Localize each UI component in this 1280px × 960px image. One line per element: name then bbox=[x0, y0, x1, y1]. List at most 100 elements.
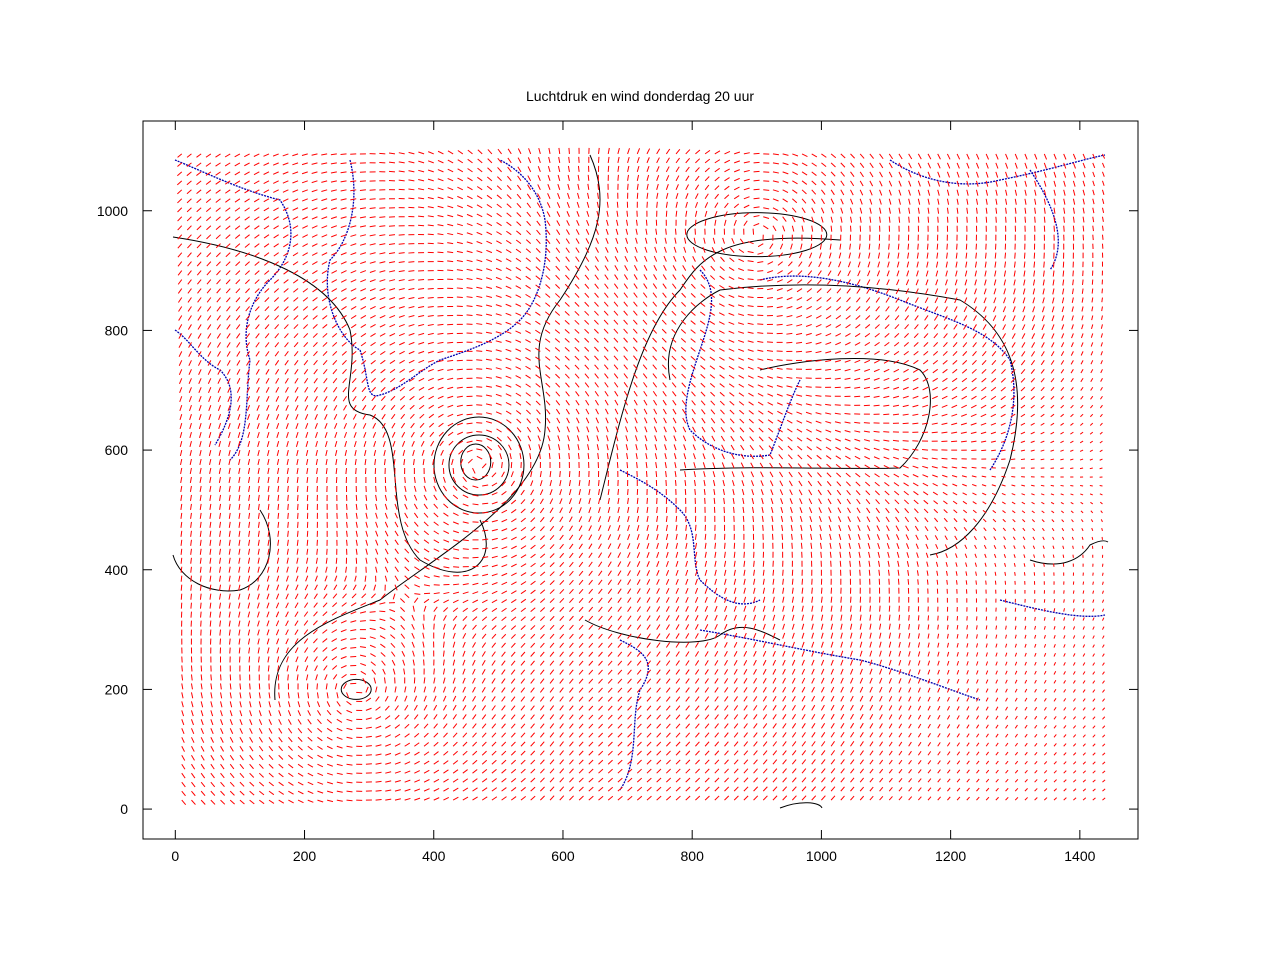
wind-vector bbox=[430, 440, 435, 447]
wind-vector bbox=[525, 365, 531, 370]
wind-vector bbox=[359, 646, 366, 649]
wind-vector bbox=[530, 651, 535, 657]
wind-vector bbox=[607, 633, 613, 639]
wind-vector bbox=[307, 790, 314, 794]
wind-vector bbox=[420, 440, 425, 447]
wind-vector bbox=[545, 293, 551, 298]
wind-vector bbox=[391, 659, 396, 666]
wind-vector bbox=[586, 426, 590, 433]
wind-vector bbox=[453, 548, 460, 551]
wind-vector bbox=[767, 279, 774, 282]
wind-vector bbox=[801, 695, 806, 702]
wind-vector bbox=[418, 386, 425, 391]
wind-vector bbox=[772, 632, 776, 639]
wind-vector bbox=[559, 741, 564, 747]
wind-vector bbox=[559, 651, 564, 657]
wind-vector bbox=[530, 741, 536, 747]
wind-vector bbox=[423, 797, 430, 801]
wind-vector bbox=[225, 270, 231, 276]
wind-vector bbox=[228, 431, 231, 439]
wind-vector bbox=[791, 659, 796, 666]
wind-vector bbox=[511, 581, 517, 586]
wind-vector bbox=[604, 274, 609, 280]
wind-vector bbox=[238, 458, 241, 466]
wind-vector bbox=[738, 357, 745, 361]
wind-vector bbox=[314, 665, 318, 672]
wind-vector bbox=[545, 247, 551, 253]
wind-vector bbox=[656, 201, 658, 208]
wind-vector bbox=[665, 759, 671, 765]
wind-vector bbox=[198, 369, 202, 375]
wind-vector bbox=[699, 338, 706, 343]
wind-vector bbox=[704, 786, 710, 792]
wind-vector bbox=[729, 400, 735, 406]
wind-vector bbox=[549, 562, 555, 568]
wind-vector bbox=[762, 659, 767, 666]
wind-vector bbox=[733, 641, 738, 648]
wind-vector bbox=[321, 162, 328, 165]
wind-vector bbox=[671, 292, 677, 298]
wind-vector bbox=[486, 277, 493, 281]
wind-vector bbox=[433, 778, 440, 783]
wind-vector bbox=[481, 616, 488, 621]
wind-vector bbox=[433, 623, 435, 630]
wind-vector bbox=[238, 548, 241, 555]
wind-vector bbox=[301, 189, 308, 193]
wind-vector bbox=[694, 605, 699, 612]
wind-vector bbox=[389, 368, 396, 374]
wind-vector bbox=[701, 417, 706, 424]
wind-vector bbox=[569, 732, 574, 738]
wind-vector bbox=[719, 400, 725, 406]
wind-vector bbox=[559, 571, 565, 577]
wind-vector bbox=[313, 351, 318, 357]
wind-vector bbox=[821, 768, 826, 774]
wind-vector bbox=[373, 449, 377, 457]
wind-vector bbox=[501, 607, 507, 613]
wind-vector bbox=[276, 638, 280, 645]
wind-vector bbox=[227, 378, 231, 384]
wind-vector bbox=[285, 602, 289, 609]
wind-vector bbox=[321, 243, 328, 247]
wind-vector bbox=[789, 489, 793, 496]
wind-vector bbox=[559, 696, 564, 702]
wind-vector bbox=[220, 692, 223, 699]
wind-vector bbox=[515, 312, 522, 316]
wind-vector bbox=[724, 194, 730, 200]
wind-vector bbox=[466, 431, 473, 434]
wind-vector bbox=[566, 229, 570, 235]
wind-vector bbox=[322, 629, 328, 634]
wind-vector bbox=[738, 268, 745, 272]
wind-vector bbox=[733, 605, 737, 612]
wind-vector bbox=[411, 614, 415, 621]
wind-vector bbox=[800, 243, 803, 250]
wind-vector bbox=[606, 210, 609, 217]
wind-vector bbox=[389, 270, 396, 273]
wind-vector bbox=[733, 732, 739, 738]
wind-vector bbox=[704, 768, 710, 774]
wind-vector bbox=[302, 279, 309, 284]
wind-vector bbox=[254, 297, 260, 303]
wind-vector bbox=[507, 166, 512, 173]
wind-vector bbox=[451, 458, 454, 465]
wind-vector bbox=[829, 551, 832, 558]
wind-vector bbox=[626, 453, 629, 460]
wind-vector bbox=[217, 378, 221, 384]
wind-vector bbox=[796, 314, 803, 318]
wind-vector bbox=[278, 736, 283, 743]
wind-vector bbox=[811, 162, 817, 167]
wind-vector bbox=[197, 351, 202, 357]
wind-vector bbox=[646, 606, 651, 612]
wind-vector bbox=[665, 515, 668, 522]
wind-vector bbox=[627, 579, 632, 585]
wind-vector bbox=[277, 485, 280, 492]
wind-vector bbox=[750, 480, 755, 487]
wind-vector bbox=[547, 165, 551, 172]
wind-vector bbox=[569, 723, 574, 729]
wind-vector bbox=[326, 718, 333, 724]
wind-vector bbox=[798, 480, 803, 487]
wind-vector bbox=[733, 723, 739, 729]
wind-vector bbox=[414, 751, 420, 756]
wind-vector bbox=[206, 234, 212, 240]
wind-vector bbox=[623, 328, 628, 334]
wind-vector bbox=[361, 368, 367, 374]
